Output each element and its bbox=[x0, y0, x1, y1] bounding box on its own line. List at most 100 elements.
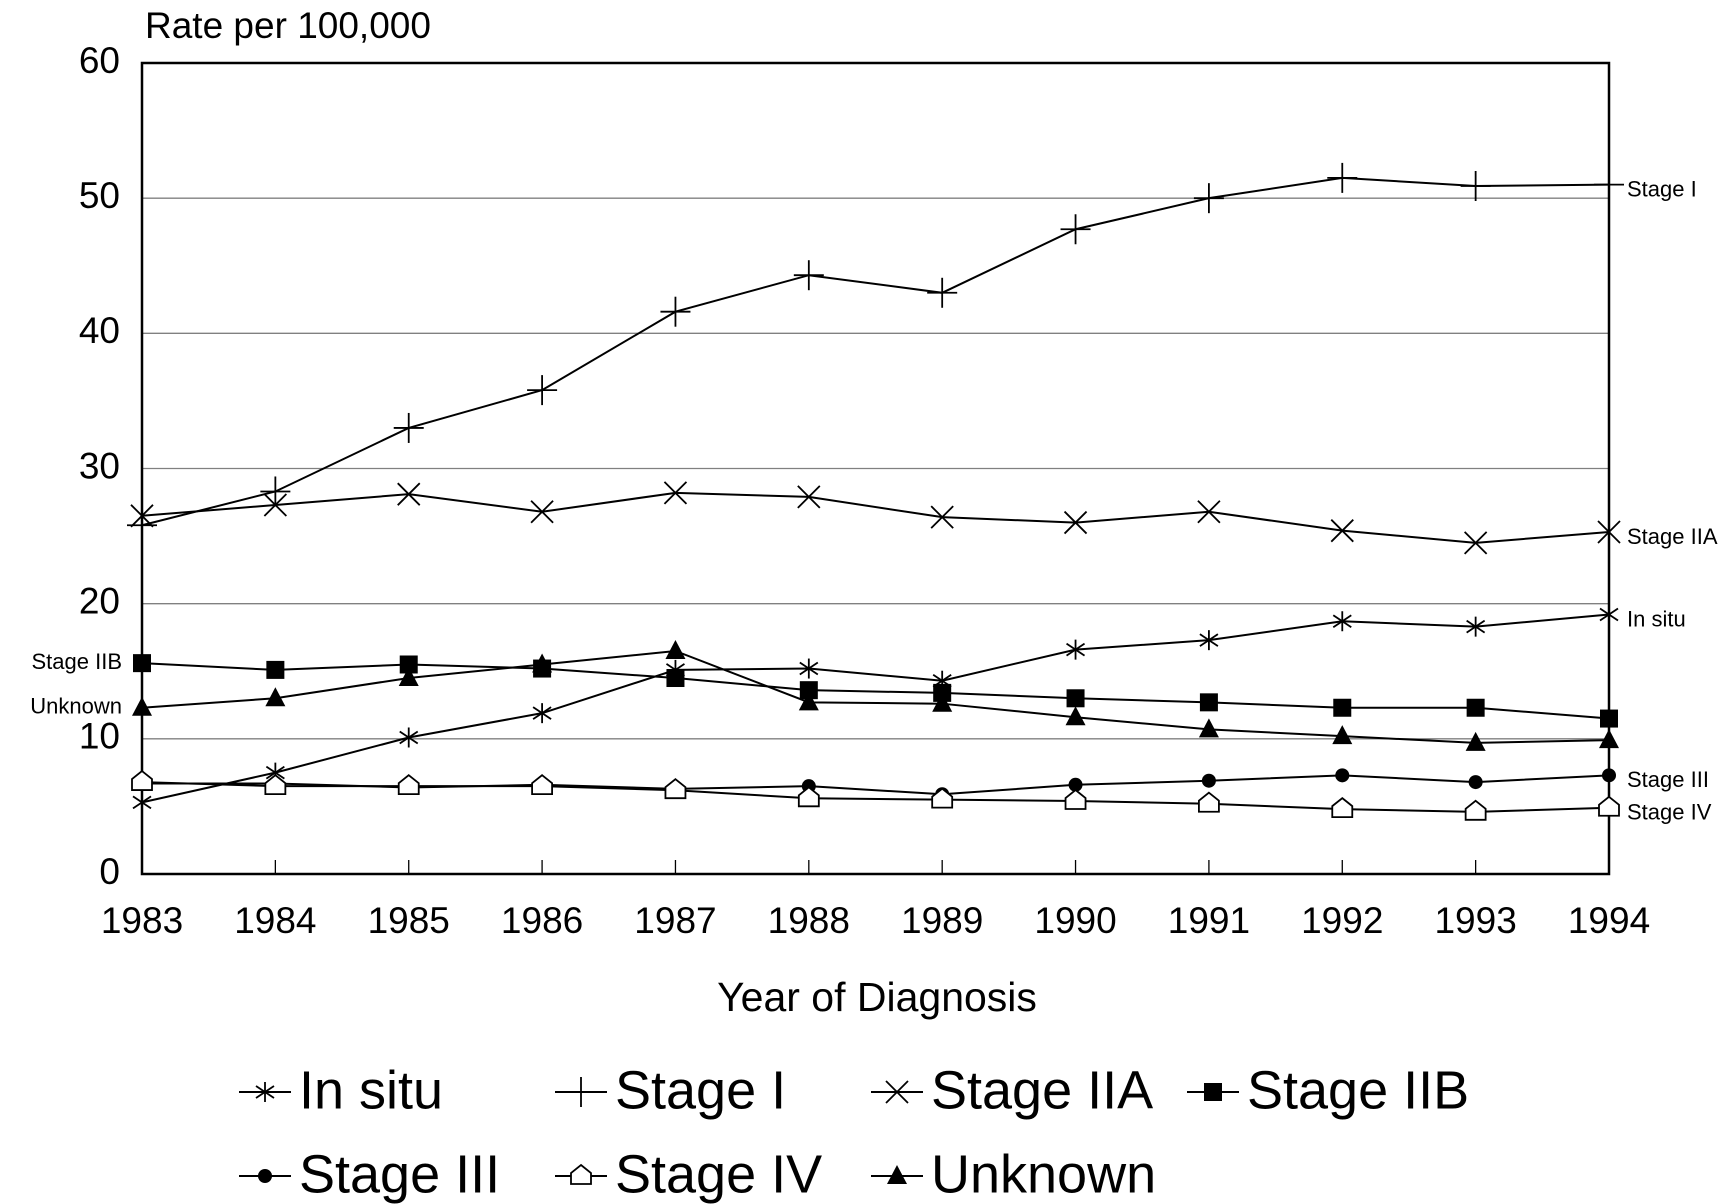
marker-shape bbox=[666, 669, 685, 688]
marker-stroke bbox=[663, 481, 688, 505]
marker bbox=[660, 296, 691, 327]
marker bbox=[1599, 604, 1619, 625]
marker-shape bbox=[1464, 799, 1487, 821]
y-tick-label: 40 bbox=[79, 310, 120, 351]
marker bbox=[532, 653, 553, 673]
marker-shape bbox=[1198, 718, 1219, 738]
marker bbox=[266, 660, 285, 679]
legend-item: Stage IIA bbox=[871, 1060, 1153, 1120]
marker bbox=[531, 773, 553, 796]
marker bbox=[799, 658, 819, 679]
series-line bbox=[141, 649, 1610, 744]
y-tick-label: 0 bbox=[99, 851, 120, 892]
legend-item: Stage III bbox=[239, 1144, 500, 1204]
marker-stroke bbox=[1597, 520, 1621, 544]
marker bbox=[887, 1165, 907, 1184]
marker bbox=[532, 703, 552, 724]
marker bbox=[1333, 698, 1352, 717]
marker bbox=[1464, 799, 1487, 821]
marker bbox=[1594, 169, 1624, 200]
marker-shape bbox=[1466, 698, 1485, 717]
series-line bbox=[141, 662, 1610, 720]
x-tick-label: 1987 bbox=[634, 900, 716, 941]
marker-shape bbox=[932, 692, 953, 712]
legend-label: In situ bbox=[299, 1060, 443, 1120]
marker-shape bbox=[1068, 777, 1083, 792]
marker bbox=[1199, 693, 1218, 712]
marker-shape bbox=[398, 667, 419, 687]
marker-shape bbox=[266, 660, 285, 679]
marker-stroke bbox=[530, 500, 554, 524]
marker bbox=[663, 481, 688, 505]
series-annotation: Stage IIB bbox=[31, 649, 122, 674]
marker bbox=[1466, 698, 1485, 717]
series-line bbox=[142, 774, 1610, 796]
x-tick-label: 1989 bbox=[901, 900, 983, 941]
marker bbox=[1468, 775, 1483, 790]
marker bbox=[1330, 519, 1354, 543]
series-annotation: Stage IIA bbox=[1627, 524, 1718, 549]
x-tick-label: 1990 bbox=[1034, 900, 1116, 941]
marker-shape bbox=[264, 773, 287, 796]
x-axis-label: Year of Diagnosis bbox=[717, 974, 1037, 1020]
marker-shape bbox=[887, 1165, 907, 1184]
marker bbox=[665, 639, 686, 659]
legend-label: Stage IIB bbox=[1247, 1060, 1469, 1120]
series-annotation: Stage I bbox=[1627, 176, 1697, 201]
marker-shape bbox=[133, 654, 151, 673]
marker-shape bbox=[664, 778, 687, 800]
marker-stroke bbox=[797, 485, 821, 509]
marker bbox=[132, 792, 152, 813]
legend-label: Stage I bbox=[615, 1060, 786, 1120]
marker bbox=[1201, 773, 1216, 788]
marker-shape bbox=[258, 1169, 272, 1183]
marker-shape bbox=[532, 653, 553, 673]
marker-shape bbox=[399, 655, 418, 674]
marker bbox=[1460, 171, 1491, 202]
x-tick-label: 1993 bbox=[1434, 900, 1516, 941]
marker bbox=[1198, 791, 1220, 813]
marker bbox=[799, 681, 818, 700]
series-annotation: Stage III bbox=[1627, 767, 1709, 792]
marker-stroke bbox=[263, 493, 288, 517]
marker bbox=[1327, 162, 1358, 193]
marker bbox=[1463, 531, 1488, 555]
x-tick-label: 1988 bbox=[768, 900, 850, 941]
marker bbox=[798, 691, 819, 711]
marker-shape bbox=[1465, 731, 1486, 751]
marker bbox=[797, 485, 821, 509]
marker bbox=[1335, 768, 1350, 783]
marker-stroke bbox=[1197, 500, 1221, 524]
marker-shape bbox=[1598, 795, 1620, 817]
y-tick-label: 50 bbox=[79, 175, 120, 216]
marker-shape bbox=[1468, 775, 1483, 790]
marker bbox=[1600, 709, 1618, 728]
series-line bbox=[141, 781, 1610, 813]
marker-stroke bbox=[930, 505, 954, 529]
x-tick-label: 1992 bbox=[1301, 900, 1383, 941]
marker bbox=[1197, 500, 1221, 524]
marker bbox=[666, 669, 685, 688]
marker-shape bbox=[265, 687, 286, 707]
series-line bbox=[141, 613, 1610, 804]
marker bbox=[793, 260, 824, 291]
marker-stroke bbox=[1063, 510, 1088, 535]
marker-shape bbox=[1201, 773, 1216, 788]
marker bbox=[1204, 1083, 1222, 1101]
series-line bbox=[141, 491, 1610, 544]
marker-shape bbox=[1600, 709, 1618, 728]
marker bbox=[530, 500, 554, 524]
marker bbox=[1466, 616, 1486, 637]
marker bbox=[931, 787, 954, 809]
marker-shape bbox=[1065, 706, 1086, 726]
marker bbox=[260, 476, 291, 507]
marker bbox=[927, 277, 958, 308]
marker bbox=[1465, 731, 1486, 751]
x-tick-label: 1984 bbox=[234, 900, 316, 941]
marker bbox=[399, 655, 418, 674]
marker bbox=[932, 692, 953, 712]
marker bbox=[1331, 796, 1354, 819]
series-annotation: Unknown bbox=[30, 694, 122, 719]
legend-item: Stage IV bbox=[555, 1144, 822, 1204]
y-tick-label: 10 bbox=[79, 716, 120, 757]
